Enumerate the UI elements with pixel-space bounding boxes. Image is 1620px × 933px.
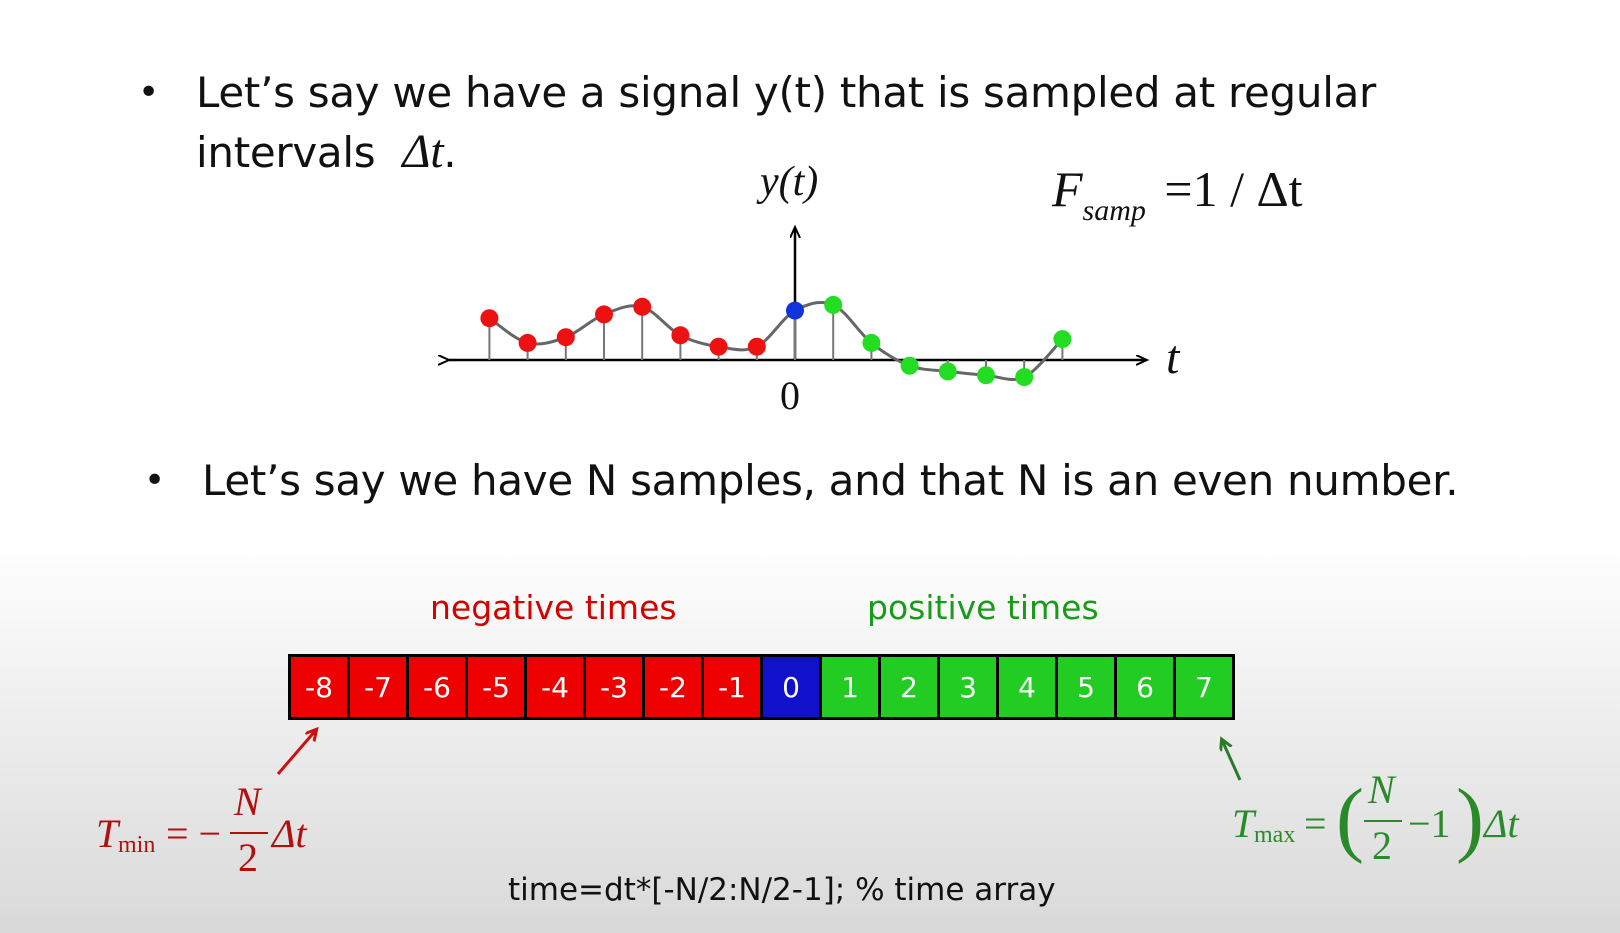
negative-times-label: negative times [430, 588, 677, 627]
sample-point [633, 297, 652, 316]
sample-point [977, 366, 995, 385]
array-cell: 1 [822, 657, 878, 717]
sample-point [938, 362, 957, 381]
sample-point [480, 309, 499, 328]
array-cell: -8 [291, 657, 347, 717]
sample-point [786, 301, 804, 320]
array-cell: -4 [527, 657, 583, 717]
tmax-num: N [1368, 767, 1395, 812]
bullet-1-line-1: Let’s say we have a signal y(t) that is … [196, 68, 1376, 117]
fsamp-rhs: =1 / Δt [1164, 161, 1303, 217]
array-cell: -7 [350, 657, 406, 717]
sample-point [1015, 368, 1034, 387]
tmin-sub: min [118, 832, 156, 858]
tmax-fraction-bar [1364, 820, 1402, 822]
array-cell: 4 [999, 657, 1055, 717]
tmax-tail: Δt [1484, 801, 1519, 846]
array-cell: -6 [409, 657, 465, 717]
array-cell: 0 [763, 657, 819, 717]
tmin-T: T [96, 811, 119, 856]
array-cell: 7 [1176, 657, 1232, 717]
array-cell: 3 [940, 657, 996, 717]
tmax-eq: = [1304, 801, 1327, 846]
tmin-fraction-bar [230, 832, 268, 834]
sample-point [1053, 330, 1072, 349]
sample-point [595, 305, 613, 324]
array-cell: -1 [704, 657, 760, 717]
bullet-marker-1: • [138, 72, 160, 113]
fsamp-sub: samp [1082, 194, 1146, 227]
tmax-T: T [1232, 801, 1255, 846]
t-axis-label: t [1166, 331, 1180, 384]
signal-curve [488, 301, 1064, 381]
tmax-minus-one: −1 [1408, 801, 1451, 846]
sample-point [518, 333, 537, 352]
tmin-num: N [234, 779, 261, 824]
fsamp-formula: Fsamp =1 / Δt [1052, 160, 1303, 227]
tmax-den: 2 [1372, 823, 1392, 868]
array-cell: -2 [645, 657, 701, 717]
bullet-1-line-2-text: intervals [196, 128, 376, 177]
bullet-1-line-2: intervals Δt. [196, 124, 457, 179]
bullet-marker-2: • [144, 460, 166, 501]
tmax-right-paren: ) [1456, 772, 1484, 865]
tmax-arrow [1222, 740, 1242, 781]
tmin-den: 2 [238, 835, 258, 880]
tmin-tail: Δt [272, 811, 307, 856]
array-cell: -5 [468, 657, 524, 717]
sample-point [747, 337, 766, 356]
time-array-code: time=dt*[-N/2:N/2-1]; % time array [508, 872, 1056, 908]
fsamp-F: F [1052, 161, 1083, 217]
bullet-2-text: Let’s say we have N samples, and that N … [202, 456, 1459, 505]
sample-point [671, 326, 690, 345]
sample-point [709, 337, 728, 356]
sample-point [556, 328, 575, 347]
array-cell: 6 [1117, 657, 1173, 717]
positive-times-label: positive times [867, 588, 1099, 627]
tmin-eq: = − [166, 811, 222, 856]
sample-point [824, 295, 843, 314]
origin-label: 0 [780, 373, 800, 418]
delta-t-symbol: Δt [402, 125, 444, 178]
array-cell: -3 [586, 657, 642, 717]
time-index-array: -8 -7 -6 -5 -4 -3 -2 -1 0 1 2 3 4 5 6 7 [288, 654, 1235, 720]
tmin-arrow [276, 730, 316, 775]
y-axis-label: y(t) [760, 159, 819, 205]
sample-point [900, 356, 919, 375]
tmax-left-paren: ( [1336, 772, 1364, 865]
array-cell: 5 [1058, 657, 1114, 717]
sample-point [862, 333, 881, 352]
bullet-1-period: . [443, 128, 457, 177]
array-cell: 2 [881, 657, 937, 717]
tmax-sub: max [1254, 822, 1296, 848]
